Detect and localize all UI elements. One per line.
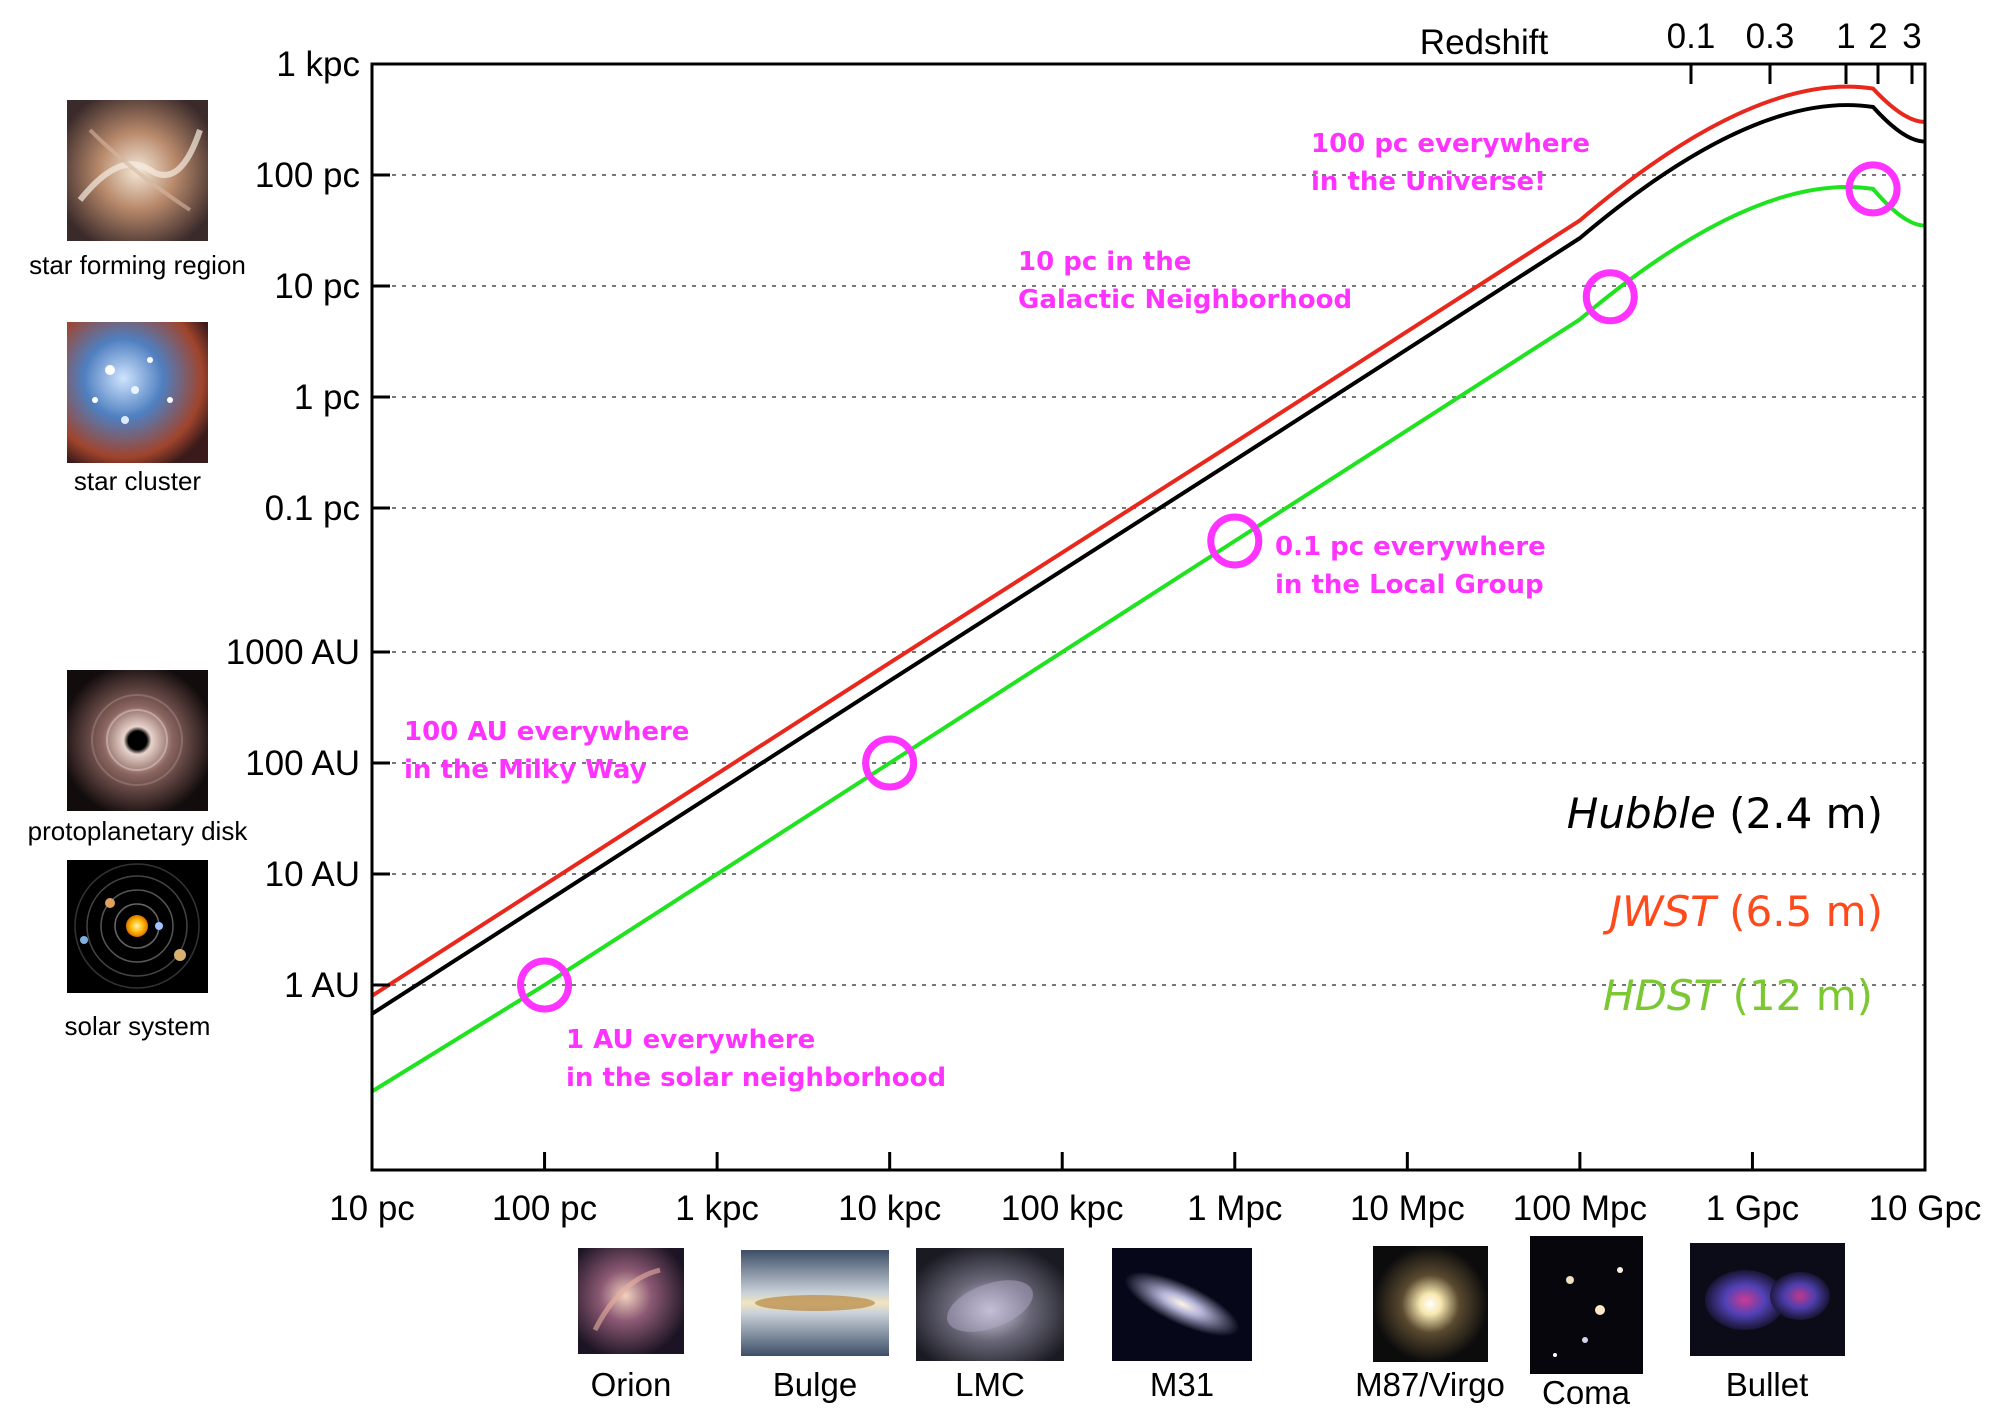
- redshift-tick-label: 1: [1836, 17, 1855, 56]
- protoplanetary-disk-image: [67, 670, 208, 811]
- annotation-text: in the Universe!: [1311, 167, 1546, 197]
- bottom-image-label: Bullet: [1725, 1366, 1809, 1403]
- x-tick-label: 1 Gpc: [1706, 1189, 1799, 1228]
- y-tick-label: 10 pc: [274, 267, 360, 306]
- left-image-label: protoplanetary disk: [27, 816, 248, 846]
- bottom-image-label: Coma: [1541, 1374, 1631, 1411]
- highlight-circle: [517, 957, 573, 1013]
- left-image-label: star cluster: [73, 466, 202, 496]
- annotation-text: 100 pc everywhere: [1311, 129, 1590, 159]
- y-tick-label: 0.1 pc: [265, 489, 360, 528]
- y-tick-label: 100 pc: [255, 156, 360, 195]
- star-cluster-image: [67, 322, 208, 463]
- x-tick-label: 10 Mpc: [1350, 1189, 1465, 1228]
- x-tick-label: 100 kpc: [1001, 1189, 1124, 1228]
- solar-system-image: [67, 860, 208, 993]
- left-image-label: star forming region: [29, 250, 246, 280]
- x-tick-label: 1 kpc: [675, 1189, 759, 1228]
- redshift-tick-label: 3: [1902, 17, 1921, 56]
- jwst-line: [370, 84, 1926, 998]
- galactic-bulge-image: [741, 1250, 889, 1356]
- series-lines: [370, 84, 1926, 1094]
- annotation-text: 100 AU everywhere: [404, 717, 689, 747]
- annotation-text: in the solar neighborhood: [566, 1063, 946, 1093]
- annotations: 100 pc everywhere in the Universe! 10 pc i…: [404, 129, 1590, 1093]
- bottom-image-label: M31: [1149, 1366, 1215, 1403]
- y-tick-label: 100 AU: [245, 744, 360, 783]
- x-tick-label: 100 pc: [492, 1189, 597, 1228]
- y-tick-label: 1 AU: [284, 966, 360, 1005]
- y-tick-label: 10 AU: [265, 855, 360, 894]
- lmc-image: [916, 1248, 1064, 1361]
- highlight-circles: [517, 161, 1901, 1013]
- redshift-axis-label: Redshift: [1420, 23, 1549, 62]
- bottom-image-label: LMC: [955, 1366, 1025, 1403]
- plot-frame: [370, 62, 1927, 1172]
- annotation-text: in the Local Group: [1275, 570, 1544, 600]
- bottom-image-label: M87/Virgo: [1355, 1366, 1505, 1403]
- star-forming-region-image: [67, 100, 208, 241]
- highlight-circle: [1845, 161, 1901, 217]
- x-tick-label: 1 Mpc: [1187, 1189, 1282, 1228]
- y-tick-label: 1000 AU: [226, 633, 360, 672]
- x-tick-label: 10 Gpc: [1869, 1189, 1982, 1228]
- hubble-line: [370, 103, 1926, 1016]
- highlight-circle: [1207, 513, 1263, 569]
- left-image-label: solar system: [64, 1011, 211, 1041]
- redshift-tick-label: 0.1: [1667, 17, 1716, 56]
- annotation-text: in the Milky Way: [404, 755, 647, 785]
- x-axis: 10 pc 100 pc 1 kpc 10 kpc 100 kpc 1 Mpc 10 Mpc…: [329, 1152, 1981, 1228]
- x-tick-label: 10 pc: [329, 1189, 415, 1228]
- x-tick-label: 10 kpc: [838, 1189, 941, 1228]
- legend-hubble: Hubble (2.4 m): [1567, 789, 1883, 838]
- annotation-text: 0.1 pc everywhere: [1275, 532, 1546, 562]
- hdst-line: [370, 184, 1926, 1094]
- annotation-text: 10 pc in the: [1018, 247, 1191, 277]
- legend: Hubble (2.4 m) JWST (6.5 m) HDST (12 m): [1567, 789, 1883, 1020]
- annotation-text: 1 AU everywhere: [566, 1025, 815, 1055]
- y-axis: 1 AU 10 AU 100 AU 1000 AU 0.1 pc 1 pc 10 pc 100…: [226, 45, 390, 1005]
- y-tick-label: 1 pc: [294, 378, 360, 417]
- elliptical-galaxy-image: [1373, 1246, 1488, 1362]
- galaxy-cluster-image: [1530, 1236, 1643, 1374]
- bullet-cluster-image: [1690, 1243, 1845, 1356]
- x-tick-label: 100 Mpc: [1513, 1189, 1647, 1228]
- redshift-tick-label: 0.3: [1746, 17, 1795, 56]
- highlight-circle: [1582, 269, 1638, 325]
- y-tick-label: 1 kpc: [276, 45, 360, 84]
- legend-hdst: HDST (12 m): [1603, 971, 1873, 1020]
- bottom-image-label: Orion: [590, 1366, 672, 1403]
- bottom-image-label: Bulge: [772, 1366, 858, 1403]
- highlight-circle: [862, 735, 918, 791]
- andromeda-image: [1112, 1248, 1252, 1361]
- annotation-text: Galactic Neighborhood: [1018, 285, 1352, 315]
- legend-jwst: JWST (6.5 m): [1603, 887, 1883, 936]
- redshift-tick-label: 2: [1868, 17, 1887, 56]
- redshift-axis: Redshift 0.1 0.3 1 2 3: [1420, 17, 1922, 84]
- orion-nebula-image: [578, 1248, 684, 1354]
